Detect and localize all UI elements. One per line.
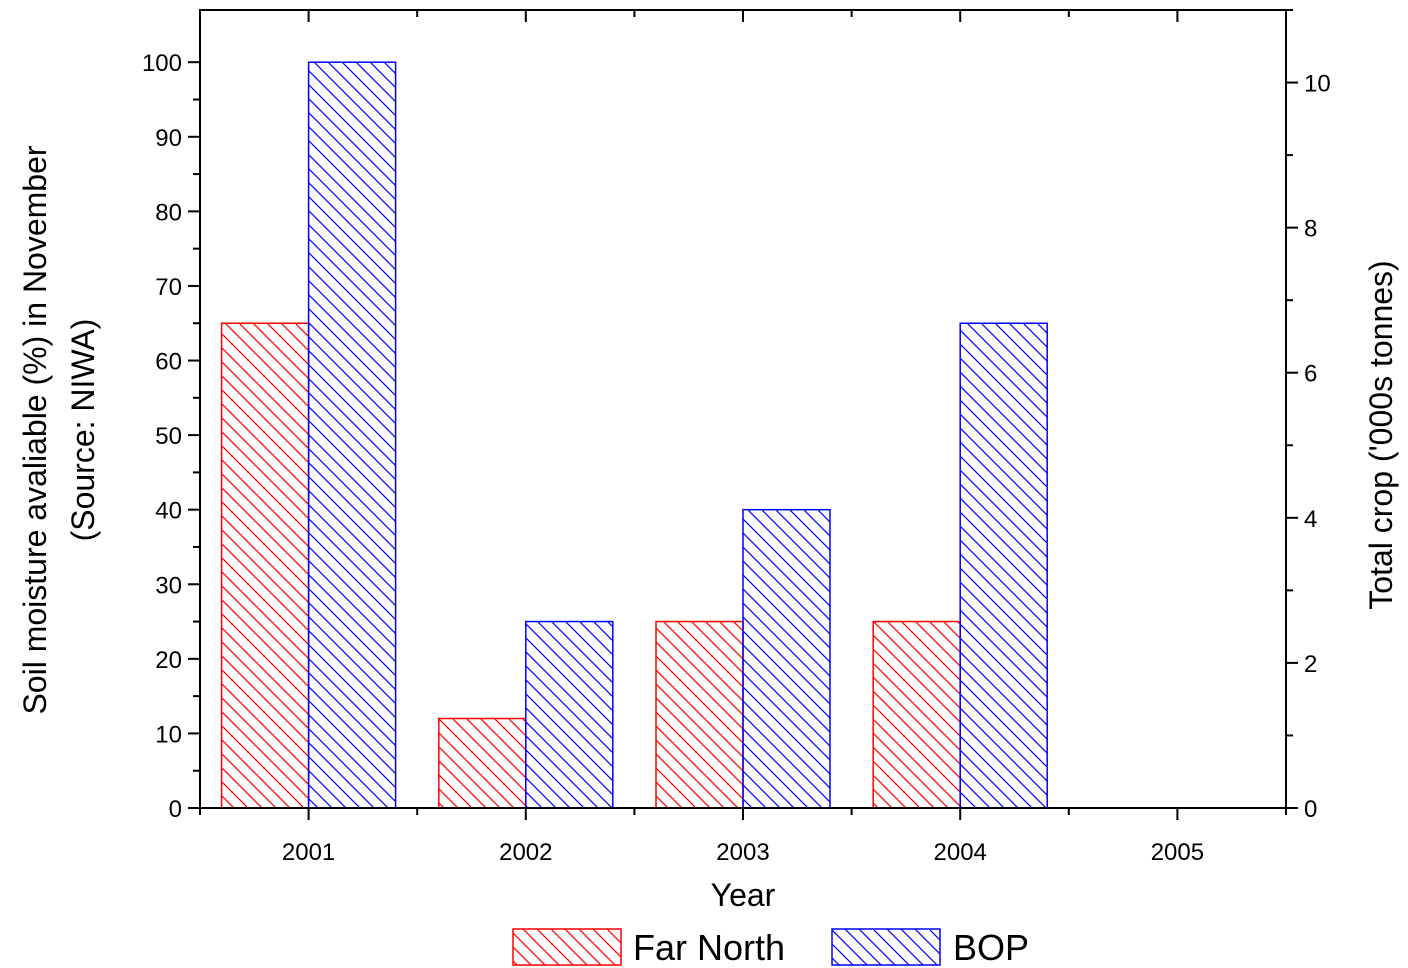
bar-bop-2001: [307, 61, 397, 809]
y2-tick-label-6: 6: [1304, 361, 1317, 388]
y-tick-label-20: 20: [155, 647, 182, 674]
y-tick-label-30: 30: [155, 572, 182, 599]
axes-group: 0 10 20 30 40 50 60 70 80 90 100 0 2 4 6 8 10 2001 2002 200…: [142, 9, 1331, 866]
bar-far-north-2001: [220, 322, 310, 809]
legend-label-bop: BOP: [953, 927, 1029, 968]
y-tick-label-80: 80: [155, 199, 182, 226]
y2-tick-label-4: 4: [1304, 506, 1317, 533]
legend-swatch-far-north: [512, 928, 622, 966]
y-tick-label-10: 10: [155, 721, 182, 748]
bar-far-north-2003: [655, 620, 744, 809]
y2-tick-label-2: 2: [1304, 651, 1317, 678]
x-tick-label-2003: 2003: [716, 839, 769, 866]
bar-bop-2003: [742, 508, 831, 809]
bar-far-north-2004: [872, 620, 961, 809]
x-tick-label-2004: 2004: [934, 839, 987, 866]
bar-far-north-2002: [438, 717, 527, 809]
y2-axis-title: Total crop ('000s tonnes): [1363, 260, 1399, 609]
y2-tick-label-10: 10: [1304, 71, 1331, 98]
y-tick-label-0: 0: [169, 796, 182, 823]
y-tick-label-70: 70: [155, 274, 182, 301]
legend-label-far-north: Far North: [633, 927, 785, 968]
bar-bop-2004: [959, 322, 1048, 809]
legend-swatch-bop: [831, 928, 941, 966]
x-tick-label-2002: 2002: [499, 839, 552, 866]
y-tick-label-60: 60: [155, 349, 182, 376]
y-tick-label-100: 100: [142, 50, 182, 77]
y-axis-title: Soil moisture avaliable (%) in November: [17, 145, 53, 714]
y2-tick-label-8: 8: [1304, 216, 1317, 243]
y-tick-label-90: 90: [155, 125, 182, 152]
bar-bop-2002: [525, 620, 614, 809]
x-axis-title: Year: [711, 877, 776, 913]
y-tick-label-40: 40: [155, 498, 182, 525]
y-tick-label-50: 50: [155, 423, 182, 450]
x-tick-label-2005: 2005: [1151, 839, 1204, 866]
legend: Far North BOP: [512, 927, 1029, 968]
bars-group: [220, 61, 1048, 809]
y2-tick-label-0: 0: [1304, 796, 1317, 823]
x-tick-label-2001: 2001: [282, 839, 335, 866]
y-axis-title-source: (Source: NIWA): [65, 319, 101, 542]
